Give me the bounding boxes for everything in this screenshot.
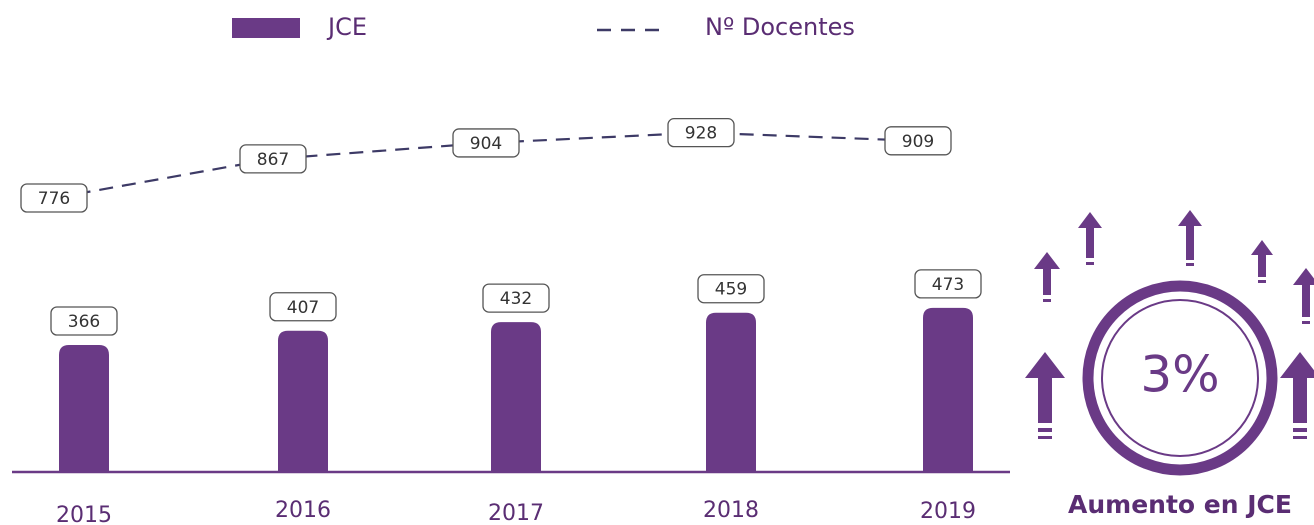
x-tick-label: 2016 xyxy=(275,498,331,523)
x-tick-label: 2019 xyxy=(920,499,976,524)
x-tick-label: 2017 xyxy=(488,501,544,525)
line xyxy=(53,131,919,200)
data-label: 928 xyxy=(685,124,717,144)
label-box xyxy=(452,128,520,158)
data-label: 459 xyxy=(715,280,747,300)
label-box xyxy=(239,144,307,174)
label-box xyxy=(667,117,735,148)
label-box xyxy=(50,306,118,336)
data-label: 867 xyxy=(257,150,289,170)
data-label: 407 xyxy=(287,298,319,318)
bar xyxy=(706,312,756,472)
label-box xyxy=(914,269,982,299)
x-tick-label: 2015 xyxy=(56,503,112,525)
data-label: 366 xyxy=(68,312,100,332)
ring xyxy=(1082,280,1278,476)
callout: 3% Aumento en JCE xyxy=(1025,210,1314,519)
legend-swatch xyxy=(232,18,300,38)
bar xyxy=(491,322,541,472)
label-box xyxy=(884,126,952,156)
data-label: 776 xyxy=(38,189,70,209)
arrows xyxy=(1025,210,1314,439)
callout-value: 3% xyxy=(1140,346,1219,404)
legend: JCE Nº Docentes xyxy=(232,13,855,41)
legend-label: Nº Docentes xyxy=(705,13,855,41)
data-label: 473 xyxy=(932,275,964,295)
bar xyxy=(923,307,973,472)
ring xyxy=(1101,299,1259,457)
label-box xyxy=(20,183,88,213)
data-label: 432 xyxy=(500,289,532,309)
data-label: 904 xyxy=(470,134,502,154)
label-box xyxy=(269,292,337,322)
bar xyxy=(278,330,328,472)
bar xyxy=(59,344,109,472)
x-tick-label: 2018 xyxy=(703,498,759,523)
label-box xyxy=(697,274,765,304)
legend-label: JCE xyxy=(326,13,367,41)
data-label: 909 xyxy=(902,132,934,152)
label-box xyxy=(482,283,550,313)
callout-caption: Aumento en JCE xyxy=(1068,490,1292,519)
